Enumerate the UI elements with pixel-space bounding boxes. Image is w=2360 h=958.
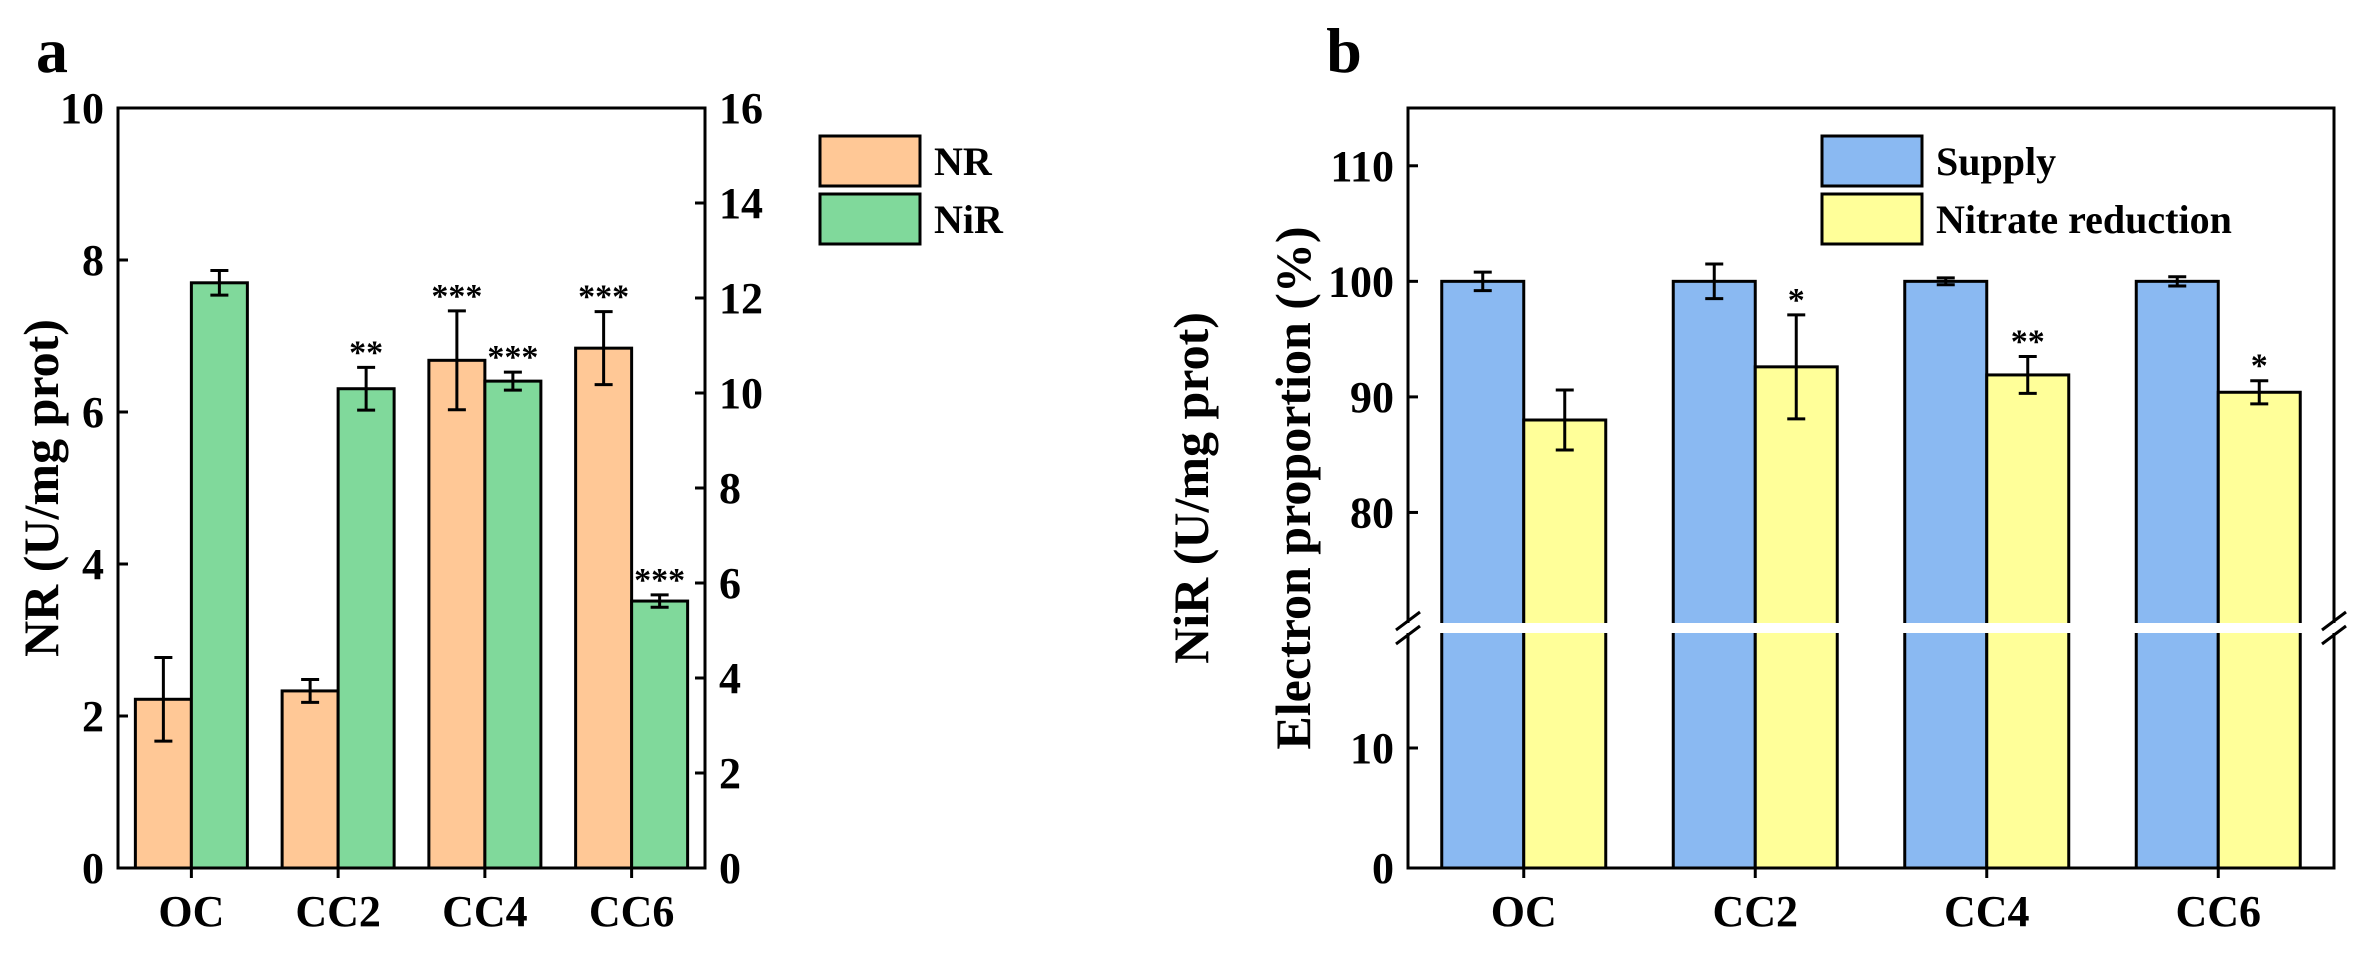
y-tick-label-80: 80 xyxy=(1350,488,1394,537)
bar-nir-cc2 xyxy=(336,387,396,870)
y-tick-label-110: 110 xyxy=(1330,142,1394,191)
x-tick-label-oc: OC xyxy=(158,887,224,936)
right-tick-label-12: 12 xyxy=(719,274,763,323)
legend-swatch-nitrate-reduction xyxy=(1820,192,1924,246)
bar-supply-cc6 xyxy=(2134,279,2220,870)
significance-nir-cc4: *** xyxy=(487,339,538,376)
significance-nr-cc4: *** xyxy=(431,278,482,315)
right-tick-label-0: 0 xyxy=(719,844,741,893)
right-tick-label-4: 4 xyxy=(719,654,741,703)
left-tick-label-4: 4 xyxy=(82,540,104,589)
legend-label-nitrate-reduction: Nitrate reduction xyxy=(1936,197,2232,242)
panel-label-b: b xyxy=(1326,15,1362,86)
x-tick-label-cc4: CC4 xyxy=(442,887,528,936)
left-tick-label-10: 10 xyxy=(60,84,104,133)
series-nr: *** *** xyxy=(133,278,634,870)
bar-nitrate-reduction-cc4 xyxy=(1985,373,2071,870)
right-tick-label-6: 6 xyxy=(719,559,741,608)
bar-nr-cc2 xyxy=(280,689,340,870)
y-axis-title: Electron proportion (%) xyxy=(1265,226,1321,749)
axis-break-mark-left-1 xyxy=(1395,610,1421,632)
significance-nir-cc6: *** xyxy=(634,562,685,599)
bar-nr-cc4 xyxy=(427,358,487,870)
legend-swatch-nir xyxy=(818,192,922,246)
plot-frame xyxy=(1406,106,2336,870)
right-tick-label-2: 2 xyxy=(719,749,741,798)
right-tick-label-14: 14 xyxy=(719,179,763,228)
bar-supply-oc xyxy=(1440,279,1526,870)
y-tick-label-90: 90 xyxy=(1350,373,1394,422)
legend-swatch-supply xyxy=(1820,134,1924,188)
legend-label-nr: NR xyxy=(934,139,993,184)
bar-nir-cc6 xyxy=(630,599,690,870)
axis-break xyxy=(1392,610,2350,646)
left-tick-label-6: 6 xyxy=(82,388,104,437)
significance-nr-cc6: *** xyxy=(578,279,629,316)
significance-nitrate-reduction-cc2: * xyxy=(1788,282,1805,319)
y-tick-label-0: 0 xyxy=(1372,844,1394,893)
left-tick-label-2: 2 xyxy=(82,692,104,741)
x-tick-label-cc2: CC2 xyxy=(295,887,381,936)
y-tick-label-10: 10 xyxy=(1350,724,1394,773)
x-tick-label-cc2: CC2 xyxy=(1712,887,1798,936)
panel-label-a: a xyxy=(36,15,68,86)
axis-break-mark-right-1 xyxy=(2321,610,2347,632)
x-tick-label-cc6: CC6 xyxy=(2175,887,2261,936)
legend-swatch-nr xyxy=(818,134,922,188)
legend-label-nir: NiR xyxy=(934,197,1004,242)
right-tick-label-10: 10 xyxy=(719,369,763,418)
bar-nitrate-reduction-oc xyxy=(1522,418,1608,870)
bar-nir-oc xyxy=(189,281,249,870)
left-tick-label-0: 0 xyxy=(82,844,104,893)
left-tick-label-8: 8 xyxy=(82,236,104,285)
significance-nitrate-reduction-cc6: * xyxy=(2251,348,2268,385)
right-tick-label-16: 16 xyxy=(719,84,763,133)
bar-supply-cc4 xyxy=(1903,279,1989,870)
x-tick-label-cc6: CC6 xyxy=(589,887,675,936)
x-tick-label-oc: OC xyxy=(1491,887,1557,936)
significance-nitrate-reduction-cc4: ** xyxy=(2011,323,2045,360)
x-tick-label-cc4: CC4 xyxy=(1944,887,2030,936)
bar-nir-cc4 xyxy=(483,379,543,870)
axis-break-mark-left-2 xyxy=(1395,624,1421,646)
bar-nr-cc6 xyxy=(574,346,634,870)
axis-break-band xyxy=(1392,623,2350,633)
right-tick-label-8: 8 xyxy=(719,464,741,513)
legend-label-supply: Supply xyxy=(1936,139,2056,184)
bar-supply-cc2 xyxy=(1671,279,1757,870)
y-tick-label-100: 100 xyxy=(1328,257,1394,306)
y-axis-title-right: NiR (U/mg prot) xyxy=(1163,312,1219,664)
significance-nir-cc2: ** xyxy=(349,334,383,371)
axis-break-mark-right-2 xyxy=(2321,624,2347,646)
y-axis-title-left: NR (U/mg prot) xyxy=(13,319,69,657)
bar-nitrate-reduction-cc2 xyxy=(1753,365,1839,870)
